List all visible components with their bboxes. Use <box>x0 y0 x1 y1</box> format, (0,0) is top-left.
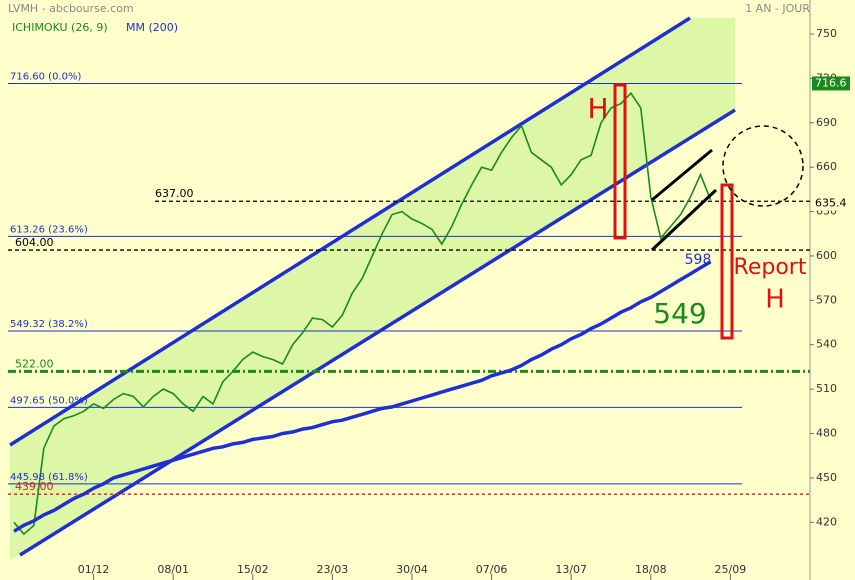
y-tick-label: 450 <box>816 471 837 484</box>
x-tick-label: 01/12 <box>78 563 110 576</box>
y-tick-label: 540 <box>816 338 837 351</box>
x-tick-label: 25/09 <box>715 563 747 576</box>
level-label: 637.00 <box>155 187 194 200</box>
level-label: 439.00 <box>15 480 54 493</box>
fib-label: 549.32 (38.2%) <box>10 319 88 330</box>
title: LVMH - abcbourse.com <box>8 2 134 15</box>
fib-label: 497.65 (50.0%) <box>10 395 88 406</box>
subtitle: 1 AN - JOUR <box>745 2 810 15</box>
annotation: 549 <box>653 297 706 330</box>
y-tick-label: 690 <box>816 116 837 129</box>
y-tick-label: 420 <box>816 515 837 528</box>
wedge <box>651 148 713 202</box>
fib-label: 716.60 (0.0%) <box>10 71 81 82</box>
h-bar <box>613 83 627 240</box>
annotation: 598 <box>685 252 712 268</box>
report-bar <box>720 183 734 340</box>
legend: ICHIMOKU (26, 9) <box>12 21 108 34</box>
y-tick-label: 480 <box>816 427 837 440</box>
channel-fill <box>10 18 735 560</box>
price-tag-label: 716.6 <box>815 76 847 89</box>
x-tick-label: 08/01 <box>157 563 189 576</box>
legend: MM (200) <box>126 21 178 34</box>
annotation: H <box>587 92 608 125</box>
circle <box>722 125 804 207</box>
price-tag <box>812 196 850 211</box>
fib-label: 445.98 (61.8%) <box>10 472 88 483</box>
x-tick-label: 15/02 <box>237 563 269 576</box>
annotation: H <box>765 285 785 315</box>
series-line <box>13 260 712 533</box>
x-tick-label: 30/04 <box>396 563 428 576</box>
y-tick-label: 510 <box>816 382 837 395</box>
x-tick-label: 13/07 <box>555 563 587 576</box>
series-line <box>13 91 712 536</box>
level-label: 604.00 <box>15 236 54 249</box>
y-tick-label: 750 <box>816 27 837 40</box>
y-tick-label: 660 <box>816 160 837 173</box>
x-tick-label: 23/03 <box>317 563 349 576</box>
annotation: Report <box>734 255 807 280</box>
level-label: 522.00 <box>15 357 54 370</box>
y-tick-label: 570 <box>816 293 837 306</box>
y-tick-label: 600 <box>816 249 837 262</box>
fib-label: 613.26 (23.6%) <box>10 224 88 235</box>
wedge <box>650 188 718 252</box>
x-tick-label: 07/06 <box>476 563 508 576</box>
channel-upper <box>9 16 691 447</box>
x-tick-label: 18/08 <box>635 563 667 576</box>
price-tag-label: 635.4 <box>815 197 847 210</box>
price-tag <box>812 76 850 91</box>
